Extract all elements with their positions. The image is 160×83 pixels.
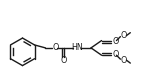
- Text: O: O: [52, 43, 59, 52]
- Text: HN: HN: [71, 43, 83, 52]
- Text: O: O: [112, 37, 119, 46]
- Text: O: O: [60, 56, 66, 65]
- Text: O: O: [120, 31, 127, 40]
- Text: O: O: [120, 56, 127, 65]
- Text: O: O: [112, 50, 119, 59]
